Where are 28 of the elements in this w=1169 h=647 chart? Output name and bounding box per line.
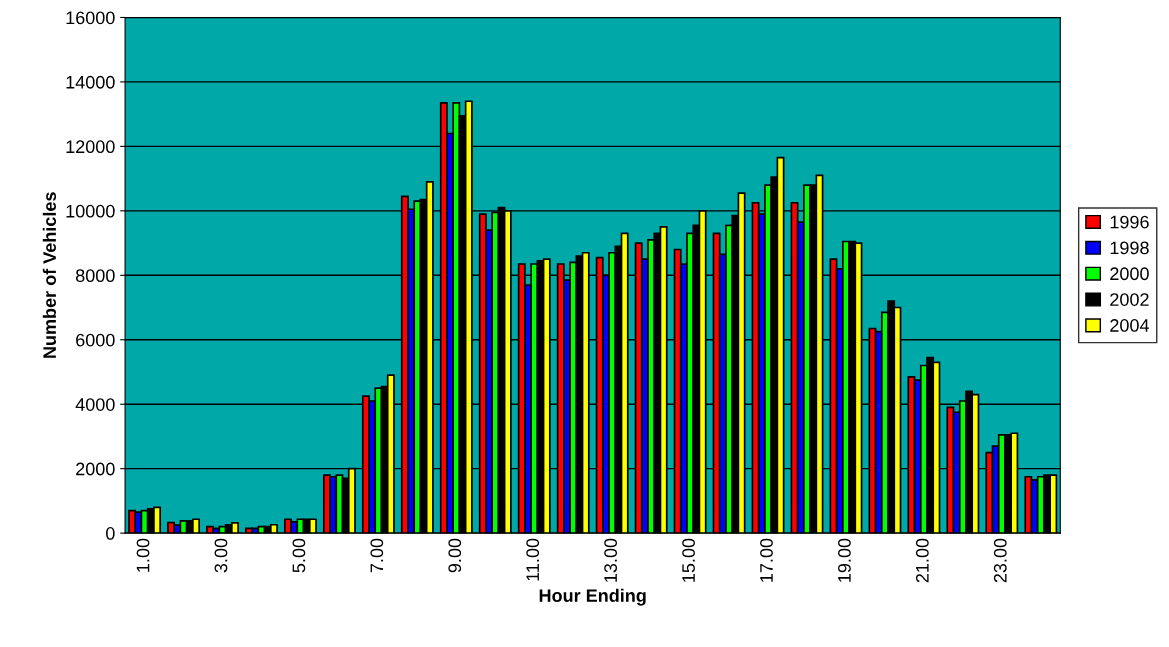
x-tick-label: 17.00 [760, 538, 773, 582]
y-tick-label: 4000 [75, 398, 115, 411]
x-tick-label: 9.00 [448, 538, 462, 573]
x-tick-label: 19.00 [838, 538, 851, 582]
y-tick-label: 16000 [66, 11, 115, 25]
legend-label: 2000 [1110, 267, 1149, 281]
x-tick-label: 15.00 [682, 538, 695, 582]
legend-label: 2002 [1110, 293, 1149, 306]
x-tick-label: 13.00 [604, 538, 618, 582]
x-tick-label: 1.00 [136, 538, 150, 572]
x-tick-label: 11.00 [526, 538, 540, 581]
x-axis-title: Hour Ending [539, 588, 646, 606]
y-axis-title: Number of Vehicles [42, 192, 57, 358]
y-tick-label: 6000 [76, 333, 115, 347]
legend-label: 1998 [1110, 241, 1149, 255]
x-tick-label: 23.00 [993, 538, 1007, 583]
y-tick-label: 12000 [66, 140, 115, 154]
x-tick-label: 7.00 [370, 538, 384, 573]
y-tick-label: 0 [106, 527, 115, 540]
y-tick-label: 2000 [76, 462, 115, 476]
legend-label: 1996 [1110, 215, 1149, 229]
y-tick-label: 10000 [66, 204, 115, 218]
x-tick-label: 3.00 [214, 538, 228, 573]
y-tick-label: 14000 [66, 75, 115, 89]
legend-label: 2004 [1110, 319, 1149, 332]
x-tick-label: 5.00 [292, 538, 306, 573]
x-tick-label: 21.00 [915, 538, 929, 583]
y-tick-label: 8000 [75, 269, 115, 283]
